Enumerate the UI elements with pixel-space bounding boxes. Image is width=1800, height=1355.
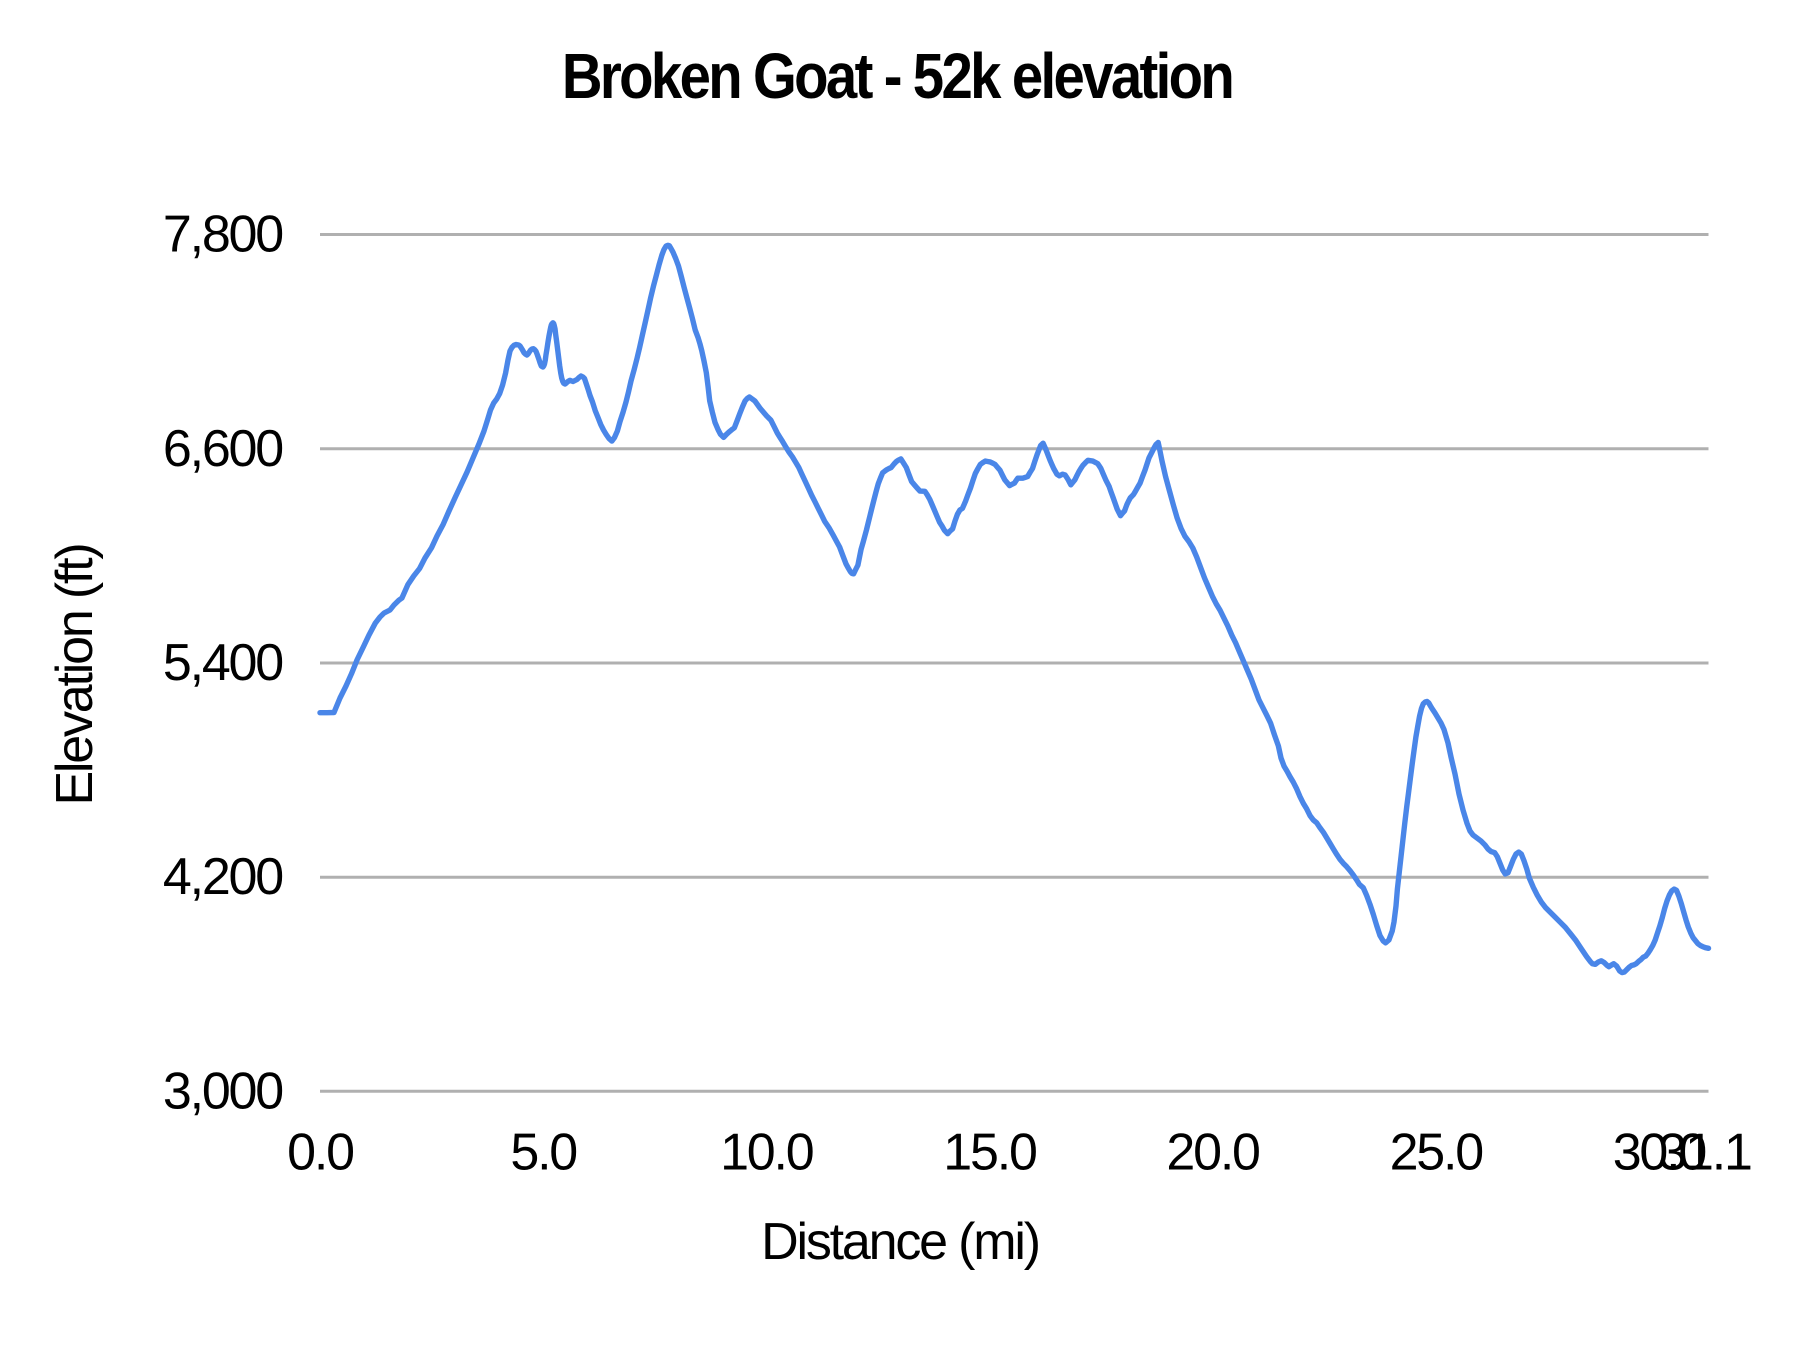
svg-text:7,800: 7,800 (163, 206, 282, 264)
svg-text:4,200: 4,200 (163, 848, 282, 906)
svg-text:Distance (mi): Distance (mi) (761, 1213, 1039, 1271)
svg-text:10.0: 10.0 (720, 1124, 813, 1182)
svg-text:5.0: 5.0 (510, 1124, 576, 1182)
svg-text:0.0: 0.0 (287, 1124, 353, 1182)
svg-text:6,600: 6,600 (163, 420, 282, 478)
svg-text:30.0: 30.0 (1613, 1124, 1706, 1182)
svg-text:15.0: 15.0 (943, 1124, 1036, 1182)
svg-text:20.0: 20.0 (1166, 1124, 1259, 1182)
svg-text:Elevation (ft): Elevation (ft) (46, 544, 104, 805)
svg-text:31.1: 31.1 (1658, 1124, 1751, 1182)
svg-text:5,400: 5,400 (163, 634, 282, 692)
svg-text:Broken Goat - 52k elevation: Broken Goat - 52k elevation (562, 40, 1232, 112)
svg-text:25.0: 25.0 (1390, 1124, 1483, 1182)
svg-text:3,000: 3,000 (163, 1062, 282, 1120)
